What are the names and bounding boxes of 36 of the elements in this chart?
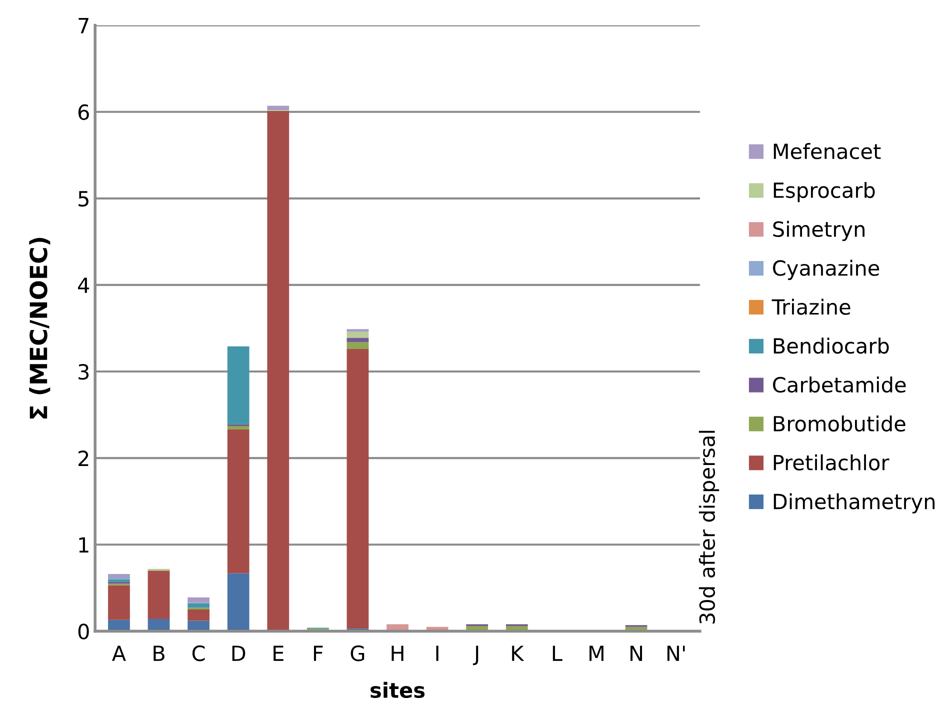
x-axis-title: sites: [370, 682, 425, 698]
y-tick-label: 4: [78, 278, 90, 293]
x-tick-label: L: [552, 646, 562, 661]
x-tick-label: I: [436, 646, 438, 661]
x-tick-label: H: [392, 646, 404, 661]
legend-label: Dimethametryn: [774, 493, 935, 514]
legend-label: Esprocarb: [774, 182, 875, 202]
legend-label: Cyanazine: [773, 260, 880, 280]
y-axis-title: Σ (MEC/NOEC): [29, 238, 50, 418]
x-tick-label: J: [472, 646, 478, 666]
y-tick-label: 0: [78, 624, 89, 640]
y-tick-label: 1: [79, 537, 88, 553]
legend-label: Triazine: [772, 298, 850, 315]
x-tick-label: F: [314, 646, 323, 661]
x-tick-label: K: [512, 646, 524, 661]
x-tick-label: G: [350, 645, 364, 662]
annotation: 30d after dispersal: [698, 430, 720, 624]
x-tick-label: N': [667, 646, 685, 661]
x-tick-label: C: [192, 645, 205, 662]
x-tick-label: D: [232, 646, 246, 661]
legend-label: Simetryn: [773, 220, 864, 242]
y-tick-label: 5: [78, 191, 88, 207]
y-tick-label: 6: [78, 104, 89, 120]
legend-label: Bendiocarb: [774, 338, 889, 354]
x-tick-label: B: [154, 646, 164, 661]
legend-label: Pretilachlor: [774, 454, 890, 470]
x-tick-label: N: [630, 646, 642, 661]
x-tick-label: M: [590, 646, 604, 661]
y-tick-label: 3: [78, 364, 89, 380]
y-tick-label: 7: [78, 18, 88, 34]
legend-label: Mefenacet: [774, 143, 881, 160]
x-tick-label: E: [274, 646, 284, 661]
x-tick-label: A: [112, 646, 126, 661]
legend-label: Bromobutide: [774, 415, 906, 432]
legend-label: Carbetamide: [773, 376, 906, 393]
y-tick-label: 2: [78, 450, 88, 466]
